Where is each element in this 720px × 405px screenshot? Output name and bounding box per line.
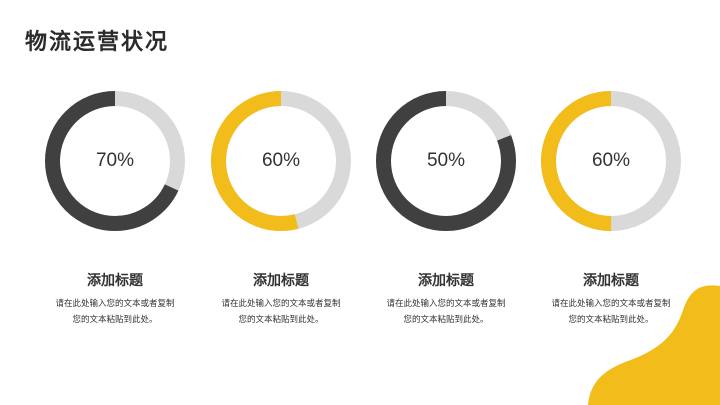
donut-label: 60%	[261, 150, 301, 171]
card-description-line: 请在此处输入您的文本或者复制	[221, 299, 341, 309]
donut-card: 70% 添加标题 请在此处输入您的文本或者复制 您的文本粘贴到此处。	[35, 88, 195, 328]
card-description-line: 请在此处输入您的文本或者复制	[55, 299, 175, 309]
donut-label: 70%	[95, 150, 135, 171]
card-description-line: 您的文本粘贴到此处。	[238, 315, 324, 325]
card-description-line: 请在此处输入您的文本或者复制	[551, 299, 671, 309]
card-description-line: 您的文本粘贴到此处。	[403, 315, 489, 325]
card-description: 请在此处输入您的文本或者复制 您的文本粘贴到此处。	[35, 296, 195, 328]
card-description: 请在此处输入您的文本或者复制 您的文本粘贴到此处。	[201, 296, 361, 328]
donut-chart	[541, 91, 681, 231]
card-description-line: 请在此处输入您的文本或者复制	[386, 299, 506, 309]
donut-card: 50% 添加标题 请在此处输入您的文本或者复制 您的文本粘贴到此处。	[366, 88, 526, 328]
card-title: 添加标题	[87, 273, 143, 289]
donut-label: 50%	[426, 150, 466, 171]
card-description: 请在此处输入您的文本或者复制 您的文本粘贴到此处。	[531, 296, 691, 328]
donut-chart	[211, 91, 351, 231]
donut-segment	[376, 91, 516, 231]
donut-chart	[45, 91, 185, 231]
card-title: 添加标题	[253, 273, 309, 289]
donut-segment	[45, 91, 185, 231]
donut-label: 60%	[591, 150, 631, 171]
card-description-line: 您的文本粘贴到此处。	[568, 315, 654, 325]
donut-card: 60% 添加标题 请在此处输入您的文本或者复制 您的文本粘贴到此处。	[201, 88, 361, 328]
donut-card: 60% 添加标题 请在此处输入您的文本或者复制 您的文本粘贴到此处。	[531, 88, 691, 328]
page-title: 物流运营状况	[25, 30, 170, 55]
card-description: 请在此处输入您的文本或者复制 您的文本粘贴到此处。	[366, 296, 526, 328]
donut-chart	[376, 91, 516, 231]
card-title: 添加标题	[583, 273, 639, 289]
card-title: 添加标题	[418, 273, 474, 289]
donut-segment	[211, 91, 351, 231]
card-description-line: 您的文本粘贴到此处。	[72, 315, 158, 325]
donut-segment	[541, 91, 681, 231]
